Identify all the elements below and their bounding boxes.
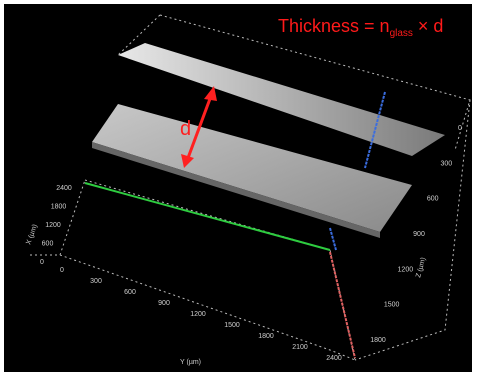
y-tick-label: 2100 — [292, 344, 308, 351]
z-tick-label: 300 — [440, 160, 452, 167]
x-tick-label: 1800 — [51, 204, 67, 211]
x-tick-label: 1200 — [45, 222, 61, 229]
figure: d Thickness = nglass × d X (µm) Y (µm) Z… — [0, 0, 480, 379]
y-tick-label: 600 — [124, 289, 136, 296]
z-tick-label: 0 — [458, 125, 462, 132]
x-tick-label: 2400 — [56, 185, 72, 192]
y-tick-label: 0 — [60, 267, 64, 274]
y-tick-label: 1200 — [190, 311, 206, 318]
x-tick-label: 600 — [42, 241, 54, 248]
z-tick-label: 1200 — [398, 266, 414, 273]
y-tick-label: 1500 — [224, 322, 240, 329]
title: Thickness = nglass × d — [278, 16, 443, 39]
y-tick-label: 1800 — [258, 333, 274, 340]
y-tick-label: 900 — [158, 300, 170, 307]
z-tick-label: 600 — [427, 196, 439, 203]
y-axis-label: Y (µm) — [180, 359, 201, 366]
x-tick-label: 0 — [40, 259, 44, 266]
y-tick-label: 2400 — [326, 355, 342, 362]
z-tick-label: 1500 — [384, 302, 400, 309]
gap-label: d — [180, 118, 191, 140]
y-tick-label: 300 — [90, 278, 102, 285]
z-tick-label: 900 — [413, 231, 425, 238]
z-tick-label: 1800 — [370, 337, 386, 344]
